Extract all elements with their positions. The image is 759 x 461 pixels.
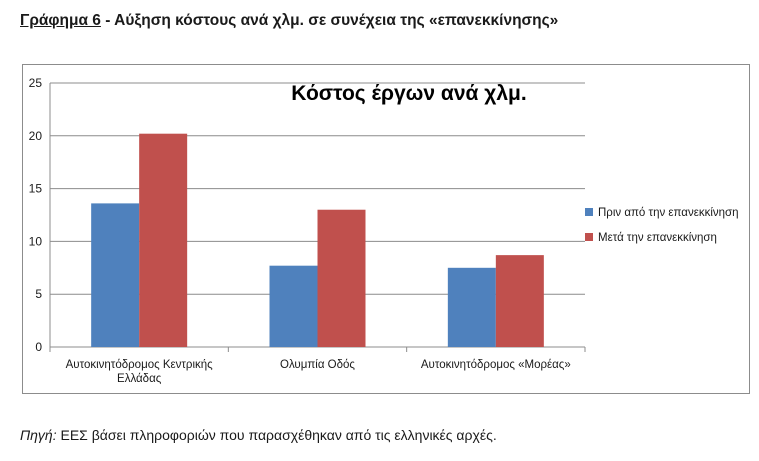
source-text: ΕΕΣ βάσει πληροφοριών που παρασχέθηκαν α… [56, 427, 497, 443]
y-tick-label: 10 [29, 234, 43, 248]
chart-frame: 0 5 10 15 20 25 Αυτοκινητόδρομος Κεντρικής Ελλά… [22, 64, 750, 394]
x-category-label: Αυτοκινητόδρομος «Μορέας» [421, 359, 571, 371]
y-tick-label: 25 [29, 76, 43, 90]
x-category-label: Ελλάδας [117, 373, 162, 385]
y-tick-label: 20 [29, 129, 43, 143]
bar-before-0 [91, 203, 140, 347]
bar-after-1 [317, 209, 366, 347]
y-tick-label: 5 [35, 287, 42, 301]
x-category-label: Ολυμπία Οδός [280, 359, 355, 371]
bar-chart: 0 5 10 15 20 25 Αυτοκινητόδρομος Κεντρικής Ελλά… [29, 76, 739, 385]
legend-label-0: Πριν από την επανεκκίνηση [598, 207, 739, 219]
legend-label-1: Μετά την επανεκκίνηση [598, 232, 717, 244]
figure-heading: Γράφημα 6 - Αύξηση κόστους ανά χλμ. σε σ… [20, 12, 558, 30]
figure-caption: - Αύξηση κόστους ανά χλμ. σε συνέχεια τη… [100, 12, 559, 29]
x-category-label: Αυτοκινητόδρομος Κεντρικής [66, 359, 214, 371]
source-prefix: Πηγή: [20, 427, 57, 443]
source-note: Πηγή: ΕΕΣ βάσει πληροφοριών που παρασχέθ… [20, 427, 497, 443]
bar-before-1 [269, 265, 318, 347]
bar-after-2 [495, 255, 544, 347]
figure-number: Γράφημα 6 [20, 12, 101, 29]
legend-swatch-0 [585, 208, 593, 216]
y-tick-label: 15 [29, 182, 43, 196]
legend-swatch-1 [585, 233, 593, 241]
y-tick-label: 0 [35, 340, 42, 354]
chart-title: Κόστος έργων ανά χλμ. [291, 82, 526, 105]
bar-after-0 [139, 133, 188, 347]
bar-before-2 [447, 267, 496, 347]
